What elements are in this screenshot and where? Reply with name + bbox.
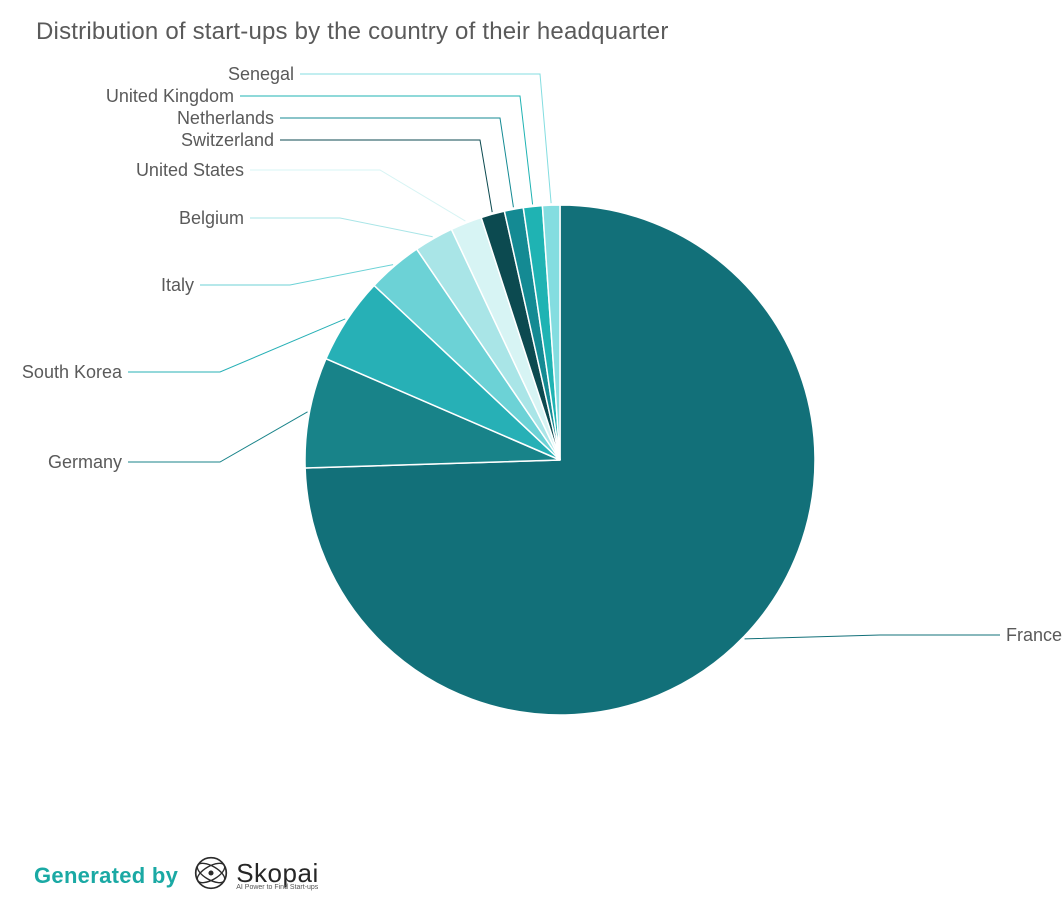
leader-line xyxy=(128,319,345,372)
brand-name: Skopai xyxy=(236,860,319,886)
slice-label: Senegal xyxy=(228,64,294,84)
generated-by-label: Generated by xyxy=(34,863,178,889)
leader-line xyxy=(280,118,513,207)
chart-title: Distribution of start-ups by the country… xyxy=(36,18,669,46)
brand-tagline: AI Power to Find Start-ups xyxy=(236,884,319,891)
leader-line xyxy=(240,96,533,204)
slice-label: Belgium xyxy=(179,208,244,228)
slice-label: Switzerland xyxy=(181,130,274,150)
leader-line xyxy=(300,74,551,203)
brand-icon xyxy=(194,856,228,895)
slice-label: Germany xyxy=(48,452,122,472)
slice-label: Italy xyxy=(161,275,194,295)
slice-label: United Kingdom xyxy=(106,86,234,106)
pie-chart: France Germany South Korea Italy Belgium Unit… xyxy=(0,60,1064,840)
footer: Generated by Skopai AI Power to Find Sta… xyxy=(34,856,319,895)
leader-line xyxy=(745,635,1000,639)
leader-line xyxy=(250,170,465,221)
leader-line xyxy=(250,218,433,237)
slice-label: Netherlands xyxy=(177,108,274,128)
slice-label: United States xyxy=(136,160,244,180)
leader-line xyxy=(128,412,308,462)
leader-line xyxy=(200,265,393,285)
slice-label: South Korea xyxy=(22,362,123,382)
brand-logo: Skopai AI Power to Find Start-ups xyxy=(194,856,319,895)
leader-line xyxy=(280,140,492,212)
slice-label: France xyxy=(1006,625,1062,645)
